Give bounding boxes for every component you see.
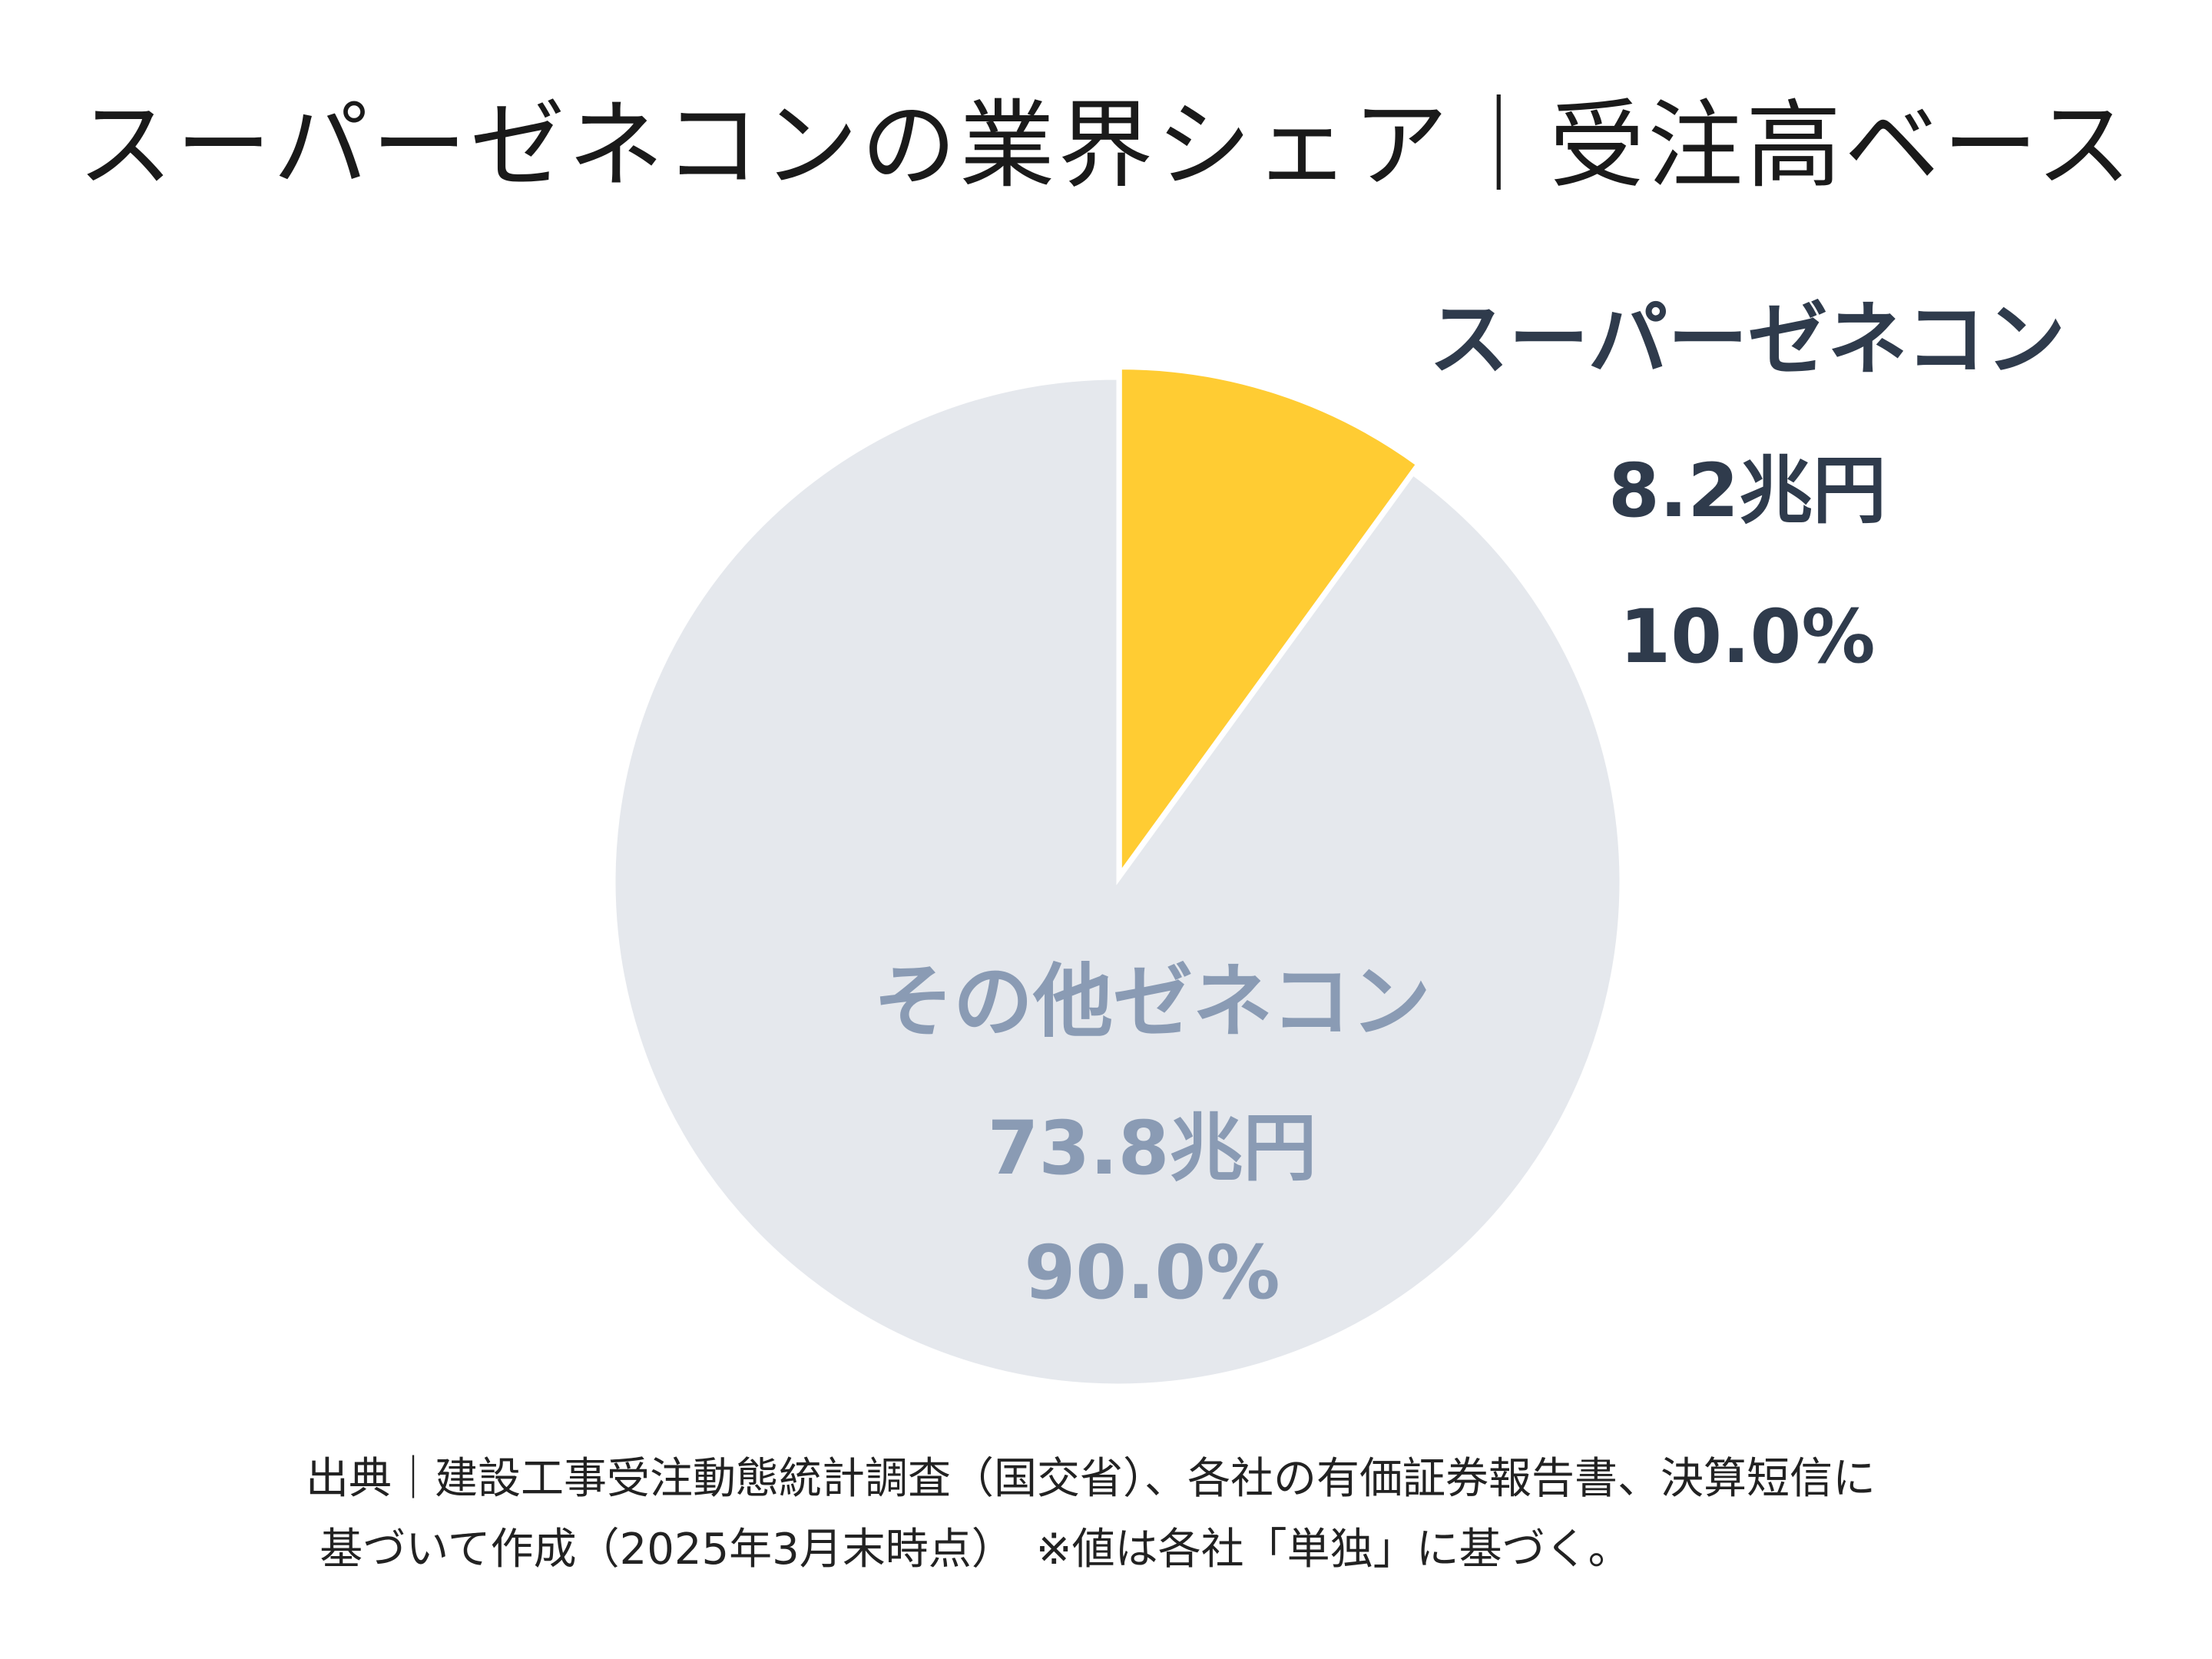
- slice-label-percent-0: 10.0%: [1619, 594, 1875, 680]
- pie-slice-super-general-contractors: [1119, 367, 1419, 876]
- slice-label-percent-1: 90.0%: [1024, 1230, 1280, 1316]
- slice-label-value-1: 73.8兆円: [988, 1105, 1317, 1191]
- chart-title: スーパーゼネコンの業界シェア｜受注高ベース: [77, 91, 2135, 201]
- slice-label-name-1: その他ゼネコン: [873, 955, 1431, 1048]
- pie-slice-other-general-contractors: [613, 377, 1622, 1386]
- slice-label-name-0: スーパーゼネコン: [1429, 293, 2066, 386]
- source-note-line-2: 基づいて作成（2025年3月末時点） ※値は各社「単独」に基づく。: [320, 1525, 1631, 1575]
- slice-label-value-0: 8.2兆円: [1608, 448, 1886, 534]
- source-note-line-1: 出典｜建設工事受注動態統計調査（国交省）、各社の有価証券報告書、決算短信に: [306, 1454, 1876, 1504]
